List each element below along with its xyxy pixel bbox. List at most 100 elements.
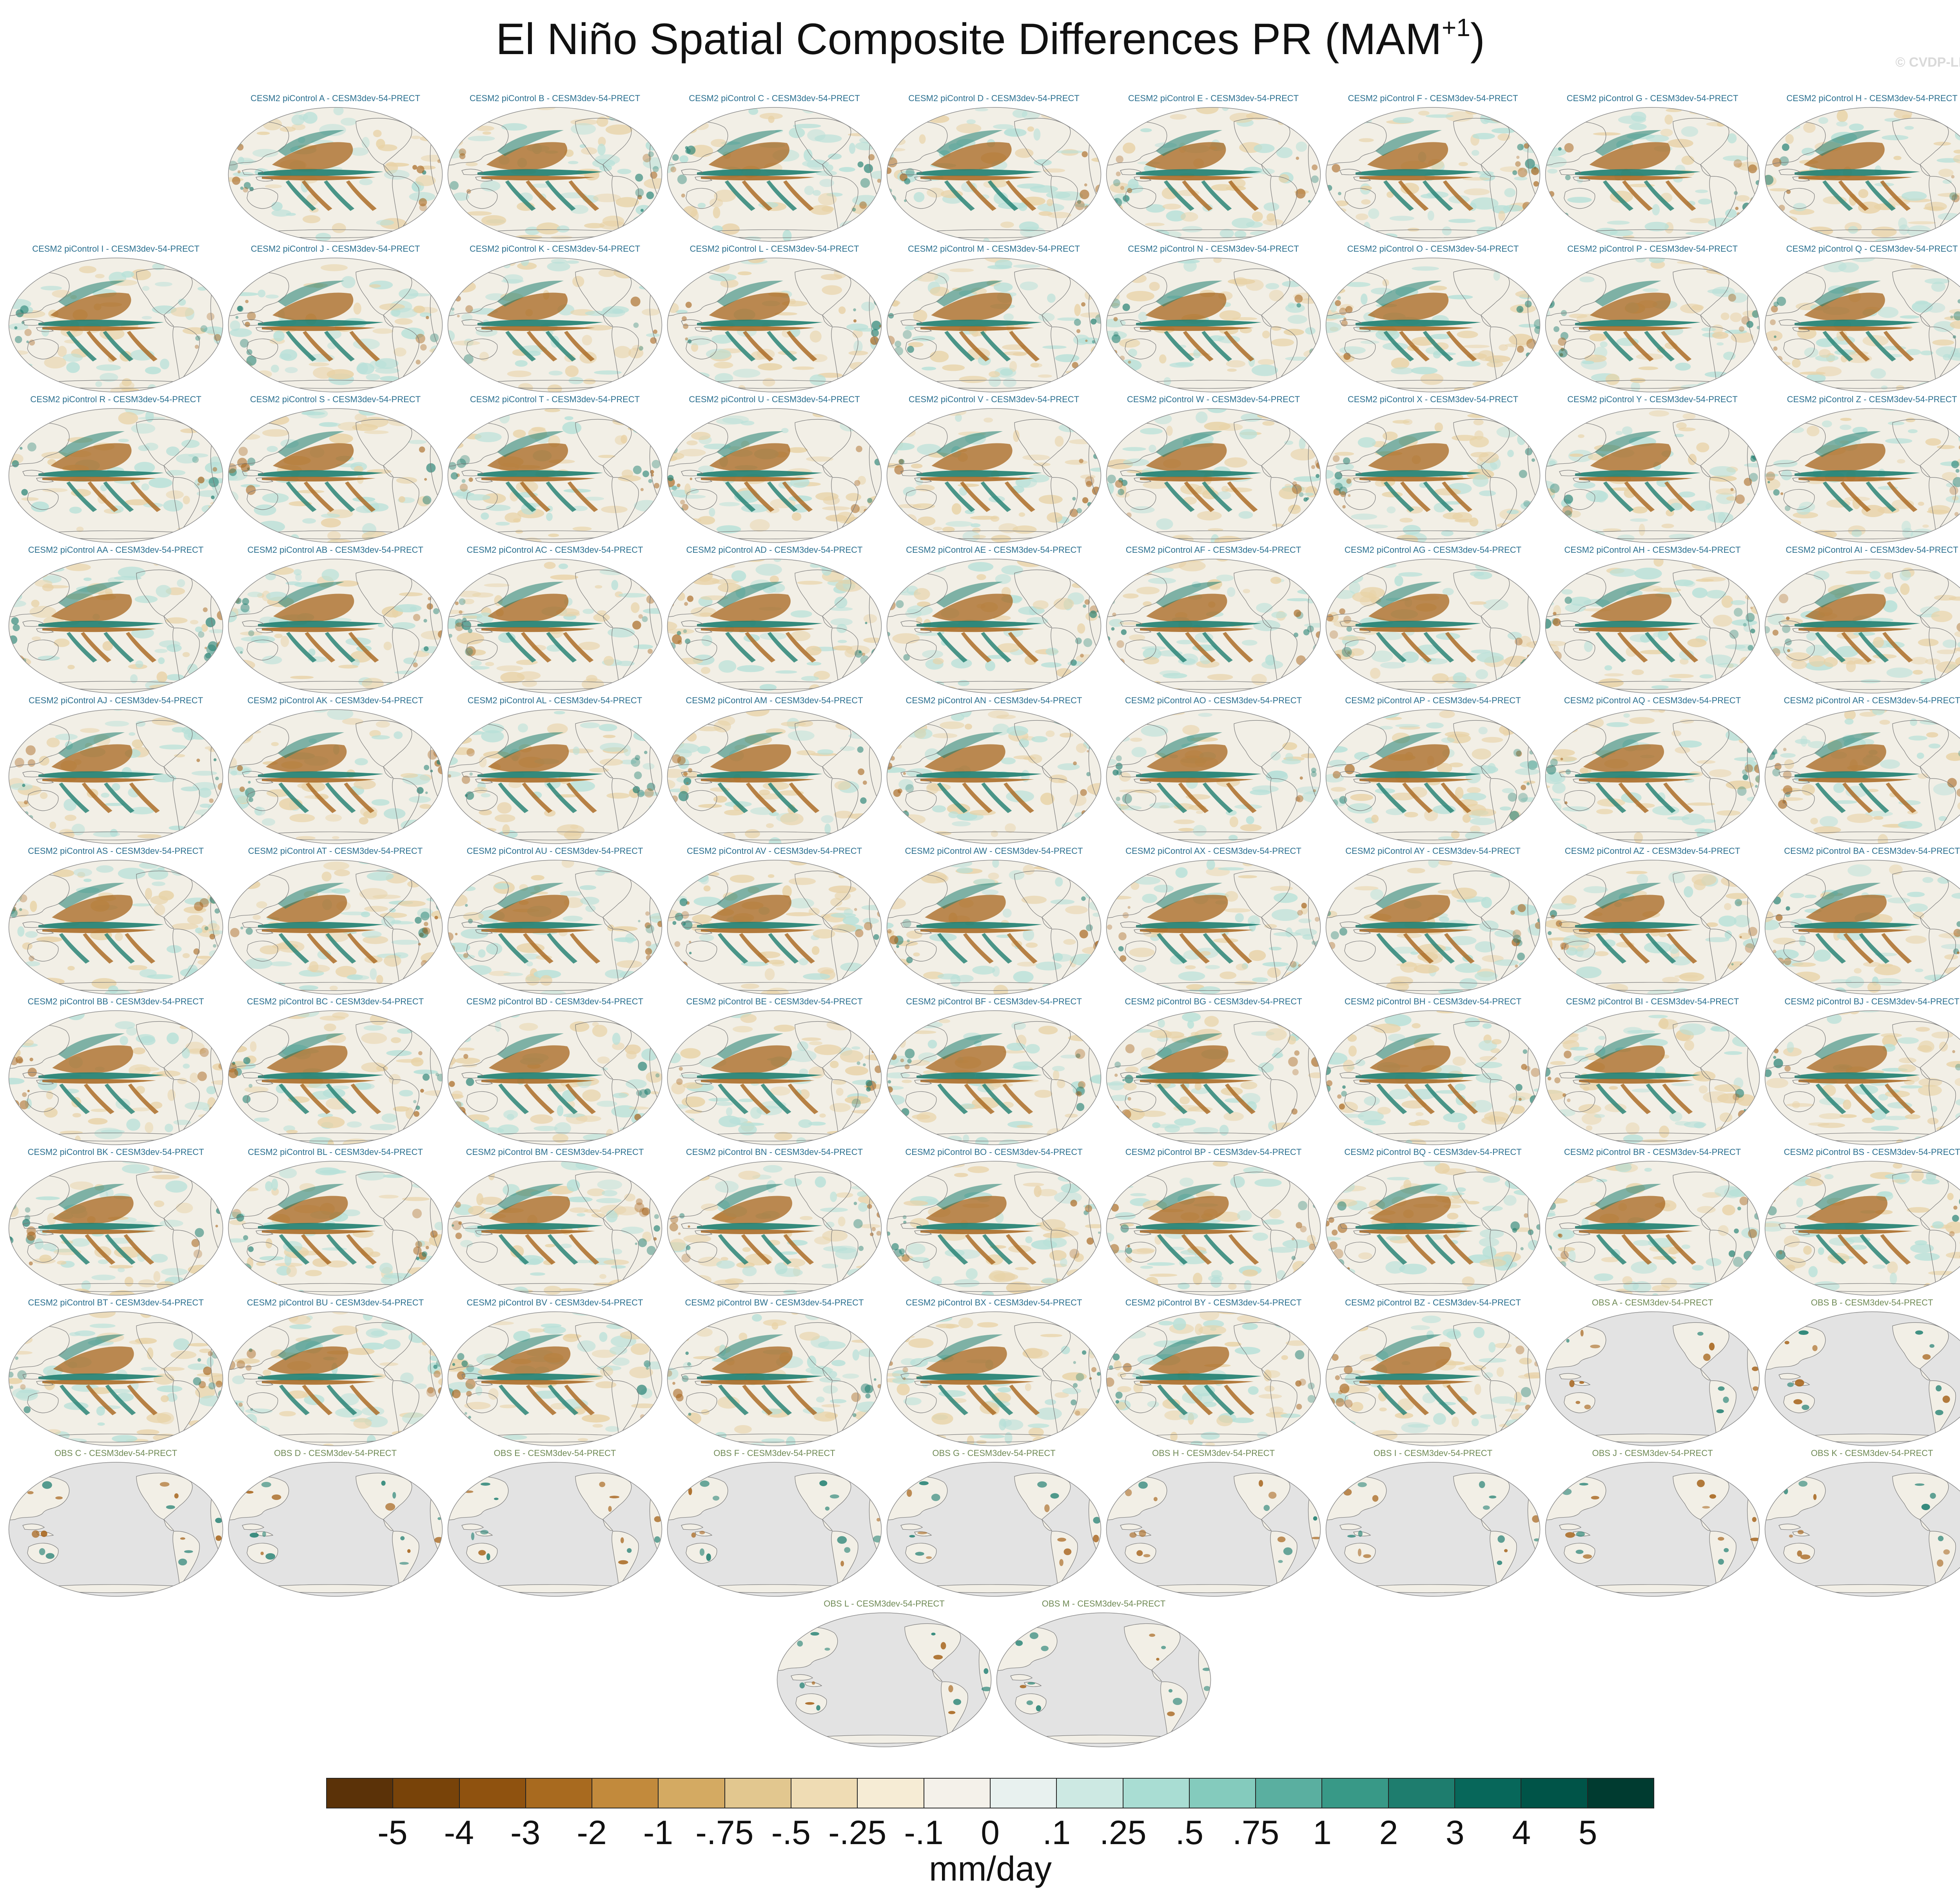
colorbar-swatch — [393, 1779, 460, 1808]
colorbar-tick-label: 2 — [1379, 1814, 1398, 1852]
colorbar-tick-label: -.25 — [828, 1814, 887, 1852]
map-image — [447, 860, 662, 995]
map-image — [8, 1311, 223, 1446]
map-panel: CESM2 piControl AH - CESM3dev-54-PRECT — [1544, 544, 1761, 695]
map-panel: OBS L - CESM3dev-54-PRECT — [775, 1598, 993, 1748]
map-panel: CESM2 piControl H - CESM3dev-54-PRECT — [1763, 93, 1960, 243]
map-panel-title: OBS C - CESM3dev-54-PRECT — [54, 1448, 177, 1458]
map-image — [447, 559, 662, 694]
colorbar-swatch — [725, 1779, 792, 1808]
map-image — [1545, 1311, 1760, 1446]
map-panel-title: CESM2 piControl BC - CESM3dev-54-PRECT — [247, 997, 424, 1006]
map-image — [1106, 860, 1321, 995]
map-image — [1325, 559, 1541, 694]
map-panel: CESM2 piControl D - CESM3dev-54-PRECT — [885, 93, 1103, 243]
map-image — [667, 408, 882, 543]
map-panel-title: CESM2 piControl AO - CESM3dev-54-PRECT — [1125, 695, 1302, 705]
map-image — [667, 1010, 882, 1145]
map-panel: CESM2 piControl BY - CESM3dev-54-PRECT — [1105, 1297, 1322, 1447]
map-image — [1325, 1311, 1541, 1446]
map-panel: CESM2 piControl O - CESM3dev-54-PRECT — [1324, 243, 1542, 394]
map-panel-title: CESM2 piControl AU - CESM3dev-54-PRECT — [466, 846, 643, 856]
map-panel-title: CESM2 piControl BL - CESM3dev-54-PRECT — [248, 1147, 423, 1157]
colorbar-tick-label: 1 — [1313, 1814, 1332, 1852]
map-panel-title: CESM2 piControl W - CESM3dev-54-PRECT — [1127, 394, 1300, 404]
watermark: © CVDP-LE — [1895, 55, 1960, 70]
map-panel-title: CESM2 piControl F - CESM3dev-54-PRECT — [1348, 93, 1518, 103]
map-panel: CESM2 piControl A - CESM3dev-54-PRECT — [227, 93, 444, 243]
map-panel: CESM2 piControl W - CESM3dev-54-PRECT — [1105, 394, 1322, 544]
map-panel: OBS C - CESM3dev-54-PRECT — [7, 1447, 225, 1598]
map-panel: CESM2 piControl AB - CESM3dev-54-PRECT — [227, 544, 444, 695]
map-image — [228, 1311, 443, 1446]
map-image — [1325, 860, 1541, 995]
map-image — [1545, 709, 1760, 844]
map-panel: CESM2 piControl BH - CESM3dev-54-PRECT — [1324, 996, 1542, 1146]
map-image — [8, 860, 223, 995]
map-panel-title: OBS G - CESM3dev-54-PRECT — [932, 1448, 1056, 1458]
map-image — [667, 860, 882, 995]
colorbar-swatch — [1057, 1779, 1123, 1808]
map-image — [447, 1161, 662, 1296]
map-panel-title: CESM2 piControl AV - CESM3dev-54-PRECT — [686, 846, 862, 856]
colorbar-tick-label: -.75 — [695, 1814, 754, 1852]
map-panel-title: CESM2 piControl BH - CESM3dev-54-PRECT — [1344, 997, 1522, 1006]
map-panel: CESM2 piControl BO - CESM3dev-54-PRECT — [885, 1146, 1103, 1297]
map-image — [1545, 1462, 1760, 1597]
colorbar-swatch — [924, 1779, 991, 1808]
map-panel: CESM2 piControl AD - CESM3dev-54-PRECT — [666, 544, 883, 695]
map-image — [1764, 1161, 1960, 1296]
map-panel-title: CESM2 piControl V - CESM3dev-54-PRECT — [908, 394, 1080, 404]
map-panel-title: CESM2 piControl S - CESM3dev-54-PRECT — [250, 394, 421, 404]
map-panel-title: CESM2 piControl AJ - CESM3dev-54-PRECT — [28, 695, 203, 705]
map-image — [1106, 559, 1321, 694]
map-image — [8, 258, 223, 392]
map-panel: CESM2 piControl AN - CESM3dev-54-PRECT — [885, 695, 1103, 845]
map-image — [228, 860, 443, 995]
map-panel: CESM2 piControl BN - CESM3dev-54-PRECT — [666, 1146, 883, 1297]
map-panel: CESM2 piControl AY - CESM3dev-54-PRECT — [1324, 845, 1542, 996]
colorbar-tick-label: 3 — [1445, 1814, 1465, 1852]
map-panel: OBS J - CESM3dev-54-PRECT — [1544, 1447, 1761, 1598]
map-image — [1764, 1462, 1960, 1597]
map-panel-title: CESM2 piControl BR - CESM3dev-54-PRECT — [1564, 1147, 1741, 1157]
map-panel-title: CESM2 piControl AH - CESM3dev-54-PRECT — [1564, 545, 1741, 555]
map-panel: CESM2 piControl BC - CESM3dev-54-PRECT — [227, 996, 444, 1146]
map-panel: CESM2 piControl BT - CESM3dev-54-PRECT — [7, 1297, 225, 1447]
colorbar-swatch — [1189, 1779, 1256, 1808]
map-image — [1325, 107, 1541, 242]
colorbar-tick-label: 5 — [1578, 1814, 1597, 1852]
colorbar-tick-label: -.5 — [771, 1814, 811, 1852]
map-image — [1106, 1010, 1321, 1145]
map-panel: CESM2 piControl AL - CESM3dev-54-PRECT — [446, 695, 664, 845]
map-panel-title: CESM2 piControl Q - CESM3dev-54-PRECT — [1786, 244, 1958, 254]
map-image — [667, 709, 882, 844]
map-panel: CESM2 piControl BV - CESM3dev-54-PRECT — [446, 1297, 664, 1447]
map-image — [1545, 559, 1760, 694]
map-panel: OBS H - CESM3dev-54-PRECT — [1105, 1447, 1322, 1598]
map-panel: CESM2 piControl AQ - CESM3dev-54-PRECT — [1544, 695, 1761, 845]
map-panel-title: CESM2 piControl BK - CESM3dev-54-PRECT — [27, 1147, 204, 1157]
map-panel-title: OBS B - CESM3dev-54-PRECT — [1811, 1298, 1933, 1307]
map-panel: OBS D - CESM3dev-54-PRECT — [227, 1447, 444, 1598]
map-image — [886, 258, 1102, 392]
map-image — [228, 1161, 443, 1296]
map-panel-title: CESM2 piControl BW - CESM3dev-54-PRECT — [685, 1298, 864, 1307]
colorbar-tick-label: .75 — [1232, 1814, 1279, 1852]
map-panel: CESM2 piControl J - CESM3dev-54-PRECT — [227, 243, 444, 394]
map-panel: CESM2 piControl BJ - CESM3dev-54-PRECT — [1763, 996, 1960, 1146]
colorbar-swatch — [791, 1779, 858, 1808]
map-panel-title: CESM2 piControl AZ - CESM3dev-54-PRECT — [1564, 846, 1740, 856]
map-panel-title: CESM2 piControl BJ - CESM3dev-54-PRECT — [1784, 997, 1960, 1006]
map-panel: CESM2 piControl BS - CESM3dev-54-PRECT — [1763, 1146, 1960, 1297]
map-image — [228, 107, 443, 242]
map-image — [447, 408, 662, 543]
map-panel-title: CESM2 piControl BN - CESM3dev-54-PRECT — [686, 1147, 863, 1157]
map-image — [886, 860, 1102, 995]
map-panel-title: CESM2 piControl P - CESM3dev-54-PRECT — [1567, 244, 1738, 254]
map-panel: CESM2 piControl AR - CESM3dev-54-PRECT — [1763, 695, 1960, 845]
map-panel-title: CESM2 piControl AQ - CESM3dev-54-PRECT — [1564, 695, 1741, 705]
map-image — [1545, 860, 1760, 995]
map-panel-title: CESM2 piControl AE - CESM3dev-54-PRECT — [906, 545, 1082, 555]
map-panel-title: CESM2 piControl BQ - CESM3dev-54-PRECT — [1344, 1147, 1522, 1157]
